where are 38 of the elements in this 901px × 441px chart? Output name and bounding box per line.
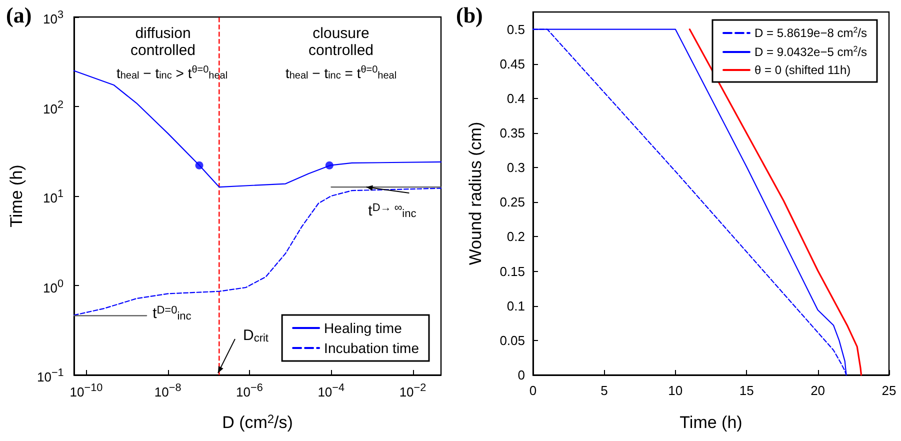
y-tick-label: 0.05	[500, 332, 525, 348]
y-axis-title: Time (h)	[7, 164, 26, 228]
x-tick-label: 10$^{−10}$	[70, 381, 103, 400]
x-tick-label: 15	[739, 383, 754, 398]
x-tick-label: 5	[600, 383, 608, 398]
y-tick-label: 10$^{3}$	[43, 8, 64, 26]
y-tick-label: 0.2	[506, 229, 525, 244]
x-tick-label: 20	[810, 383, 826, 398]
y-tick-label: 0.5	[506, 22, 525, 37]
x-tick-label: 0	[529, 383, 537, 398]
x-tick-label: 10$^{−8}$	[154, 381, 182, 400]
legend-label: Healing time	[324, 320, 402, 336]
y-tick-label: 0.3	[506, 160, 525, 176]
annotation: diffusion controlled	[130, 25, 196, 59]
y-tick-label: 0.25	[500, 194, 525, 210]
y-tick-label: 0.35	[500, 126, 525, 140]
legend-label: Incubation time	[324, 340, 420, 356]
chart-title: (a)	[6, 2, 32, 28]
y-tick-label: 10$^{2}$	[43, 98, 64, 116]
x-tick-label: 10$^{−6}$	[236, 381, 263, 400]
x-tick-label: 10	[668, 383, 683, 398]
x-axis-title: Time (h)	[680, 413, 742, 432]
x-tick-label: 25	[882, 383, 896, 398]
y-tick-label: 10$^{−1}$	[37, 366, 64, 384]
y-tick-label: 10$^{1}$	[43, 187, 64, 206]
legend-label: θ = 0 (shifted 11h)	[754, 63, 851, 77]
y-tick-label: 0.45	[500, 56, 525, 72]
y-tick-label: 0.15	[500, 264, 525, 279]
x-tick-label: 10$^{−2}$	[399, 381, 426, 400]
annotation: clousure controlled	[308, 25, 374, 59]
y-tick-label: 0.1	[506, 298, 525, 314]
chart-title: (b)	[456, 2, 483, 28]
x-tick-label: 10$^{−4}$	[318, 381, 345, 400]
y-tick-label: 0	[518, 368, 525, 382]
y-tick-label: 0.4	[506, 90, 525, 106]
annotation: Dcrit	[243, 327, 269, 344]
y-axis-title: Wound radius (cm)	[466, 122, 485, 266]
y-tick-label: 10$^{0}$	[43, 276, 64, 295]
